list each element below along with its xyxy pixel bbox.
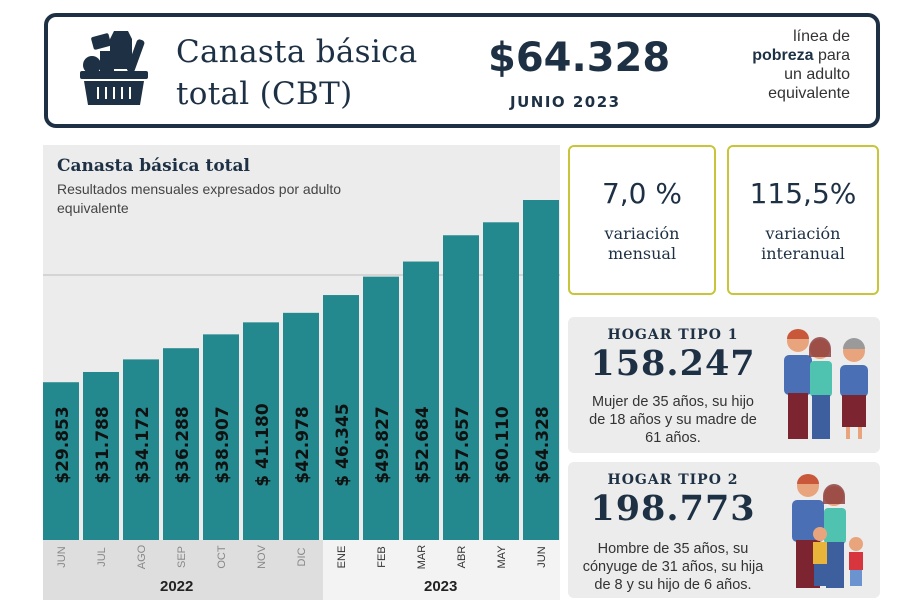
data-label: $57.657 xyxy=(453,406,473,483)
cbt-date: JUNIO 2023 xyxy=(510,93,621,111)
year-label-2022: 2022 xyxy=(160,578,194,595)
x-tick-label: SEP xyxy=(176,546,188,568)
bar-jun-0 xyxy=(43,382,79,540)
bar-ene-7 xyxy=(323,295,359,540)
x-tick-label: MAY xyxy=(496,545,508,569)
header-banner: Canasta básica total (CBT) $64.328 JUNIO … xyxy=(44,13,880,128)
x-tick-label: ENE xyxy=(336,546,348,569)
x-tick-label: NOV xyxy=(256,544,268,569)
data-label: $31.788 xyxy=(93,406,113,483)
year-label-2023: 2023 xyxy=(424,578,458,595)
bar-mar-9 xyxy=(403,261,439,540)
x-tick-label: MAR xyxy=(416,545,428,570)
bar-dic-6 xyxy=(283,312,319,540)
poverty-line-note: línea de pobreza para un adulto equivale… xyxy=(752,28,850,102)
bar-jun-12 xyxy=(523,200,559,540)
bar-sep-3 xyxy=(163,348,199,540)
family-2-illustration xyxy=(792,474,863,588)
data-label: $ 41.180 xyxy=(253,403,273,487)
bar-feb-8 xyxy=(363,276,399,540)
data-label: $64.328 xyxy=(533,406,553,483)
page-title: Canasta básica total (CBT) xyxy=(176,34,418,112)
bar-jul-1 xyxy=(83,371,119,540)
x-tick-label: JUL xyxy=(96,547,108,567)
bar-nov-5 xyxy=(243,322,279,540)
x-tick-label: JUN xyxy=(536,546,548,567)
bar-oct-4 xyxy=(203,334,239,540)
x-tick-label: JUN xyxy=(56,546,68,567)
hogar-tipo-2: HOGAR TIPO 2 198.773 Hombre de 35 años, … xyxy=(568,462,880,598)
hogar-tipo-1: HOGAR TIPO 1 158.247 Mujer de 35 años, s… xyxy=(568,317,880,453)
data-label: $ 46.345 xyxy=(333,403,353,486)
bar-abr-10 xyxy=(443,235,479,541)
x-tick-label: FEB xyxy=(376,546,388,567)
x-tick-label: AGO xyxy=(136,544,148,569)
data-label: $36.288 xyxy=(173,406,193,483)
cbt-price: $64.328 xyxy=(488,35,671,81)
x-tick-label: OCT xyxy=(216,545,228,569)
bar-may-11 xyxy=(483,222,519,540)
data-label: $29.853 xyxy=(53,406,73,483)
stat-monthly: 7,0 % variación mensual xyxy=(568,145,716,295)
stat-yearly: 115,5% variación interanual xyxy=(727,145,879,295)
x-tick-label: DIC xyxy=(296,547,308,566)
data-label: $38.907 xyxy=(213,406,233,483)
shopping-basket-icon xyxy=(80,31,148,105)
data-label: $42.978 xyxy=(293,406,313,483)
x-tick-label: ABR xyxy=(456,546,468,569)
data-label: $34.172 xyxy=(133,406,153,483)
chart-subtitle: Resultados mensuales expresados por adul… xyxy=(57,181,342,216)
data-label: $49.827 xyxy=(373,406,393,483)
axis-group-2023 xyxy=(323,540,560,600)
chart-title: Canasta básica total xyxy=(57,156,251,176)
data-label: $52.684 xyxy=(413,406,433,484)
bar-ago-2 xyxy=(123,359,159,540)
axis-group-2022 xyxy=(43,540,323,600)
data-label: $60.110 xyxy=(493,406,513,484)
family-1-illustration xyxy=(784,329,868,439)
